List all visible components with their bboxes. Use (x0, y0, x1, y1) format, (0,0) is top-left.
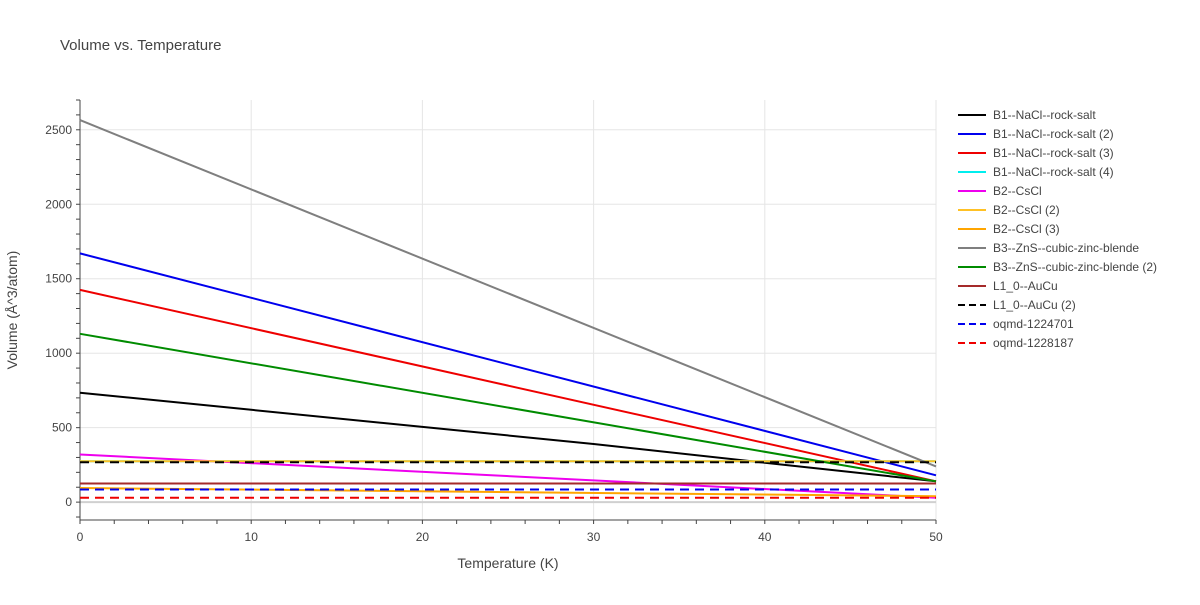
legend-label: B3--ZnS--cubic-zinc-blende (2) (993, 260, 1157, 274)
legend-label: oqmd-1224701 (993, 317, 1074, 331)
legend-item[interactable]: L1_0--AuCu (2) (958, 298, 1076, 312)
legend-label: B1--NaCl--rock-salt (3) (993, 146, 1114, 160)
x-tick-label: 0 (77, 530, 84, 544)
legend-item[interactable]: oqmd-1224701 (958, 317, 1074, 331)
legend-item[interactable]: B3--ZnS--cubic-zinc-blende (2) (958, 260, 1157, 274)
legend-label: B2--CsCl (3) (993, 222, 1060, 236)
x-tick-label: 40 (758, 530, 772, 544)
legend-item[interactable]: B2--CsCl (3) (958, 222, 1060, 236)
y-tick-label: 1000 (45, 346, 72, 360)
legend-label: B1--NaCl--rock-salt (2) (993, 127, 1114, 141)
legend-label: L1_0--AuCu (2) (993, 298, 1076, 312)
legend-item[interactable]: B2--CsCl (2) (958, 203, 1060, 217)
legend-label: B1--NaCl--rock-salt (993, 108, 1096, 122)
legend-label: B2--CsCl (993, 184, 1042, 198)
x-tick-label: 30 (587, 530, 601, 544)
y-tick-label: 2500 (45, 123, 72, 137)
chart-title: Volume vs. Temperature (60, 37, 221, 54)
legend-item[interactable]: B1--NaCl--rock-salt (2) (958, 127, 1114, 141)
series-line-8 (79, 119, 937, 468)
legend-label: oqmd-1228187 (993, 336, 1074, 350)
legend-label: B2--CsCl (2) (993, 203, 1060, 217)
x-axis-label: Temperature (K) (457, 555, 558, 571)
legend-label: B1--NaCl--rock-salt (4) (993, 165, 1114, 179)
series-line-1 (79, 391, 937, 483)
x-tick-label: 20 (416, 530, 430, 544)
y-tick-label: 1500 (45, 272, 72, 286)
legend-item[interactable]: B3--ZnS--cubic-zinc-blende (958, 241, 1139, 255)
x-tick-label: 50 (929, 530, 943, 544)
y-tick-label: 2000 (45, 197, 72, 211)
y-tick-label: 500 (52, 421, 72, 435)
legend-item[interactable]: B2--CsCl (958, 184, 1042, 198)
plot-area (79, 119, 937, 499)
series-line-3 (79, 288, 937, 483)
x-tick-label: 10 (245, 530, 259, 544)
y-tick-label: 0 (65, 495, 72, 509)
y-axis-label: Volume (Å^3/atom) (4, 251, 20, 370)
series-line-9 (79, 332, 937, 483)
legend-item[interactable]: L1_0--AuCu (958, 279, 1058, 293)
series-line-2 (79, 252, 937, 477)
legend-label: L1_0--AuCu (993, 279, 1058, 293)
legend-item[interactable]: B1--NaCl--rock-salt (4) (958, 165, 1114, 179)
legend[interactable]: B1--NaCl--rock-salt B1--NaCl--rock-salt (… (958, 108, 1157, 350)
legend-label: B3--ZnS--cubic-zinc-blende (993, 241, 1139, 255)
grid (80, 100, 937, 520)
legend-item[interactable]: oqmd-1228187 (958, 336, 1074, 350)
legend-item[interactable]: B1--NaCl--rock-salt (3) (958, 146, 1114, 160)
legend-item[interactable]: B1--NaCl--rock-salt (958, 108, 1096, 122)
